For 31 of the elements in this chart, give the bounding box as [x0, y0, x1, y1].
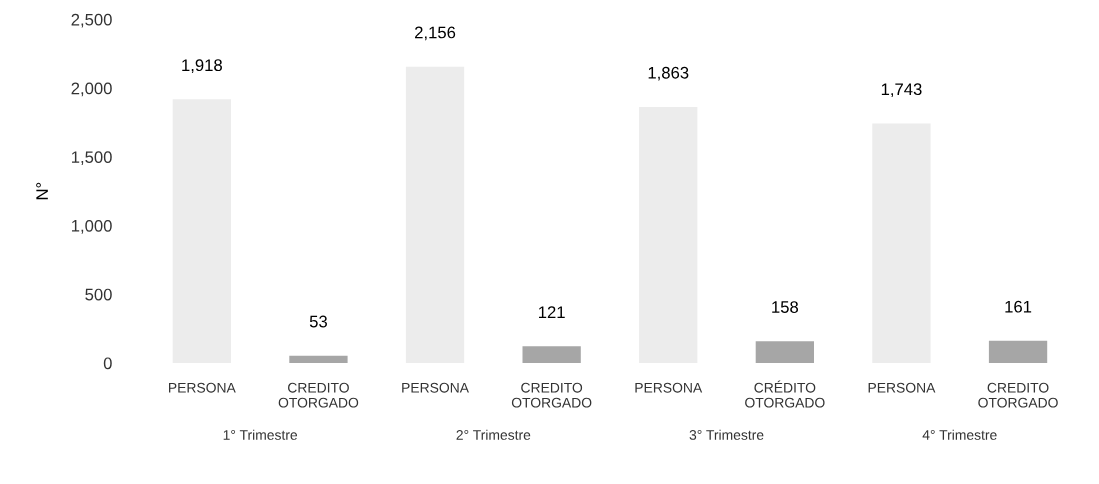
data-label: 1,743	[881, 83, 922, 98]
x-tick-label: PERSONA	[402, 382, 469, 393]
y-tick-label: 500	[85, 288, 112, 301]
data-label: 158	[772, 301, 799, 313]
x-tick-label: PERSONA	[169, 382, 236, 393]
x-tick-label: PERSONA	[635, 382, 703, 393]
y-axis-title: N°	[36, 182, 48, 200]
bar	[988, 340, 1048, 363]
x-tick-label: PERSONA	[868, 382, 936, 393]
data-label: 121	[539, 306, 565, 318]
y-tick-label: 0	[103, 357, 112, 370]
data-label: 161	[1005, 300, 1032, 313]
bar	[522, 346, 581, 363]
data-label: 2,156	[415, 26, 456, 41]
bar	[755, 341, 814, 363]
y-tick-label: 1,500	[72, 151, 112, 165]
text: 4° Trimestre	[922, 429, 997, 440]
data-label: 53	[309, 315, 327, 328]
x-tick-label: CREDITO OTORGADO	[511, 382, 592, 408]
x-tick-label: CREDITO OTORGADO	[278, 382, 359, 408]
x-tick-label: CRÉDITO OTORGADO	[745, 380, 825, 408]
text: 1° Trimestre	[223, 429, 298, 440]
text: 2° Trimestre	[456, 429, 531, 440]
y-tick-label: 2,000	[71, 82, 112, 97]
x-tick-label: CREDITO OTORGADO	[978, 382, 1058, 408]
data-label: 1,863	[648, 66, 689, 81]
text: 3° Trimestre	[689, 429, 764, 440]
y-tick-label: 2,500	[71, 13, 112, 28]
data-label: 1,918	[182, 59, 222, 74]
bar	[289, 355, 348, 363]
y-tick-label: 1,000	[72, 219, 112, 234]
